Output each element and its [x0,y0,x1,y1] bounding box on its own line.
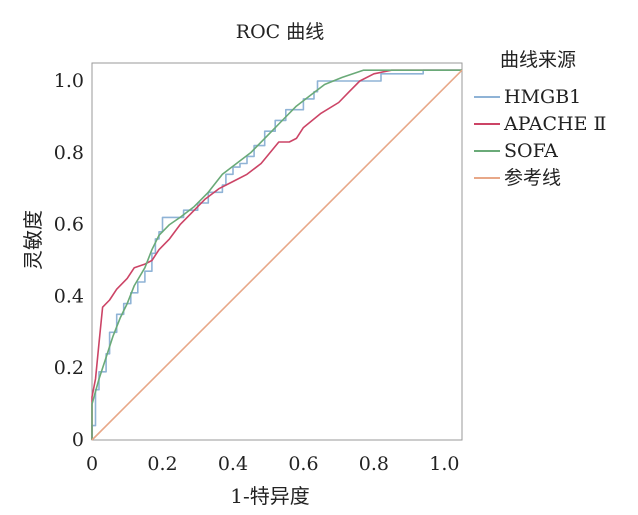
legend-item: SOFA [474,140,558,162]
y-tick-labels: 0 0.2 0.4 0.6 0.8 1.0 [54,70,84,451]
series-line-参考线 [91,69,463,441]
x-tick-label: 0.6 [288,453,318,475]
x-tick-label: 0.4 [218,453,248,475]
plot-area [91,62,463,441]
legend-title: 曲线来源 [500,49,576,71]
y-axis-label: 灵敏度 [21,210,45,270]
y-tick-label: 0.4 [54,285,84,307]
x-tick-label: 0.2 [147,453,177,475]
legend-label: APACHE Ⅱ [503,113,606,135]
legend-label: HMGB1 [504,86,581,108]
x-tick-labels: 0 0.2 0.4 0.6 0.8 1.0 [86,453,460,475]
x-axis-label: 1-特异度 [230,484,309,508]
legend-item: APACHE Ⅱ [474,113,606,135]
legend-label: SOFA [504,140,558,162]
series-line-apache-ⅱ [91,69,462,440]
legend-items: HMGB1 APACHE Ⅱ SOFA 参考线 [474,86,606,189]
y-tick-label: 0.6 [54,214,84,236]
legend-label: 参考线 [504,167,561,189]
x-tick-label: 0.8 [359,453,389,475]
y-tick-label: 1.0 [54,70,84,92]
x-tick-label: 0 [86,453,98,475]
x-tick-label: 1.0 [429,453,459,475]
y-tick-label: 0.2 [54,357,84,379]
y-tick-label: 0 [72,429,84,451]
legend: 曲线来源 HMGB1 APACHE Ⅱ SOFA 参考线 [474,49,606,189]
series-line-sofa [91,69,462,440]
legend-item: 参考线 [474,167,561,189]
legend-item: HMGB1 [474,86,581,108]
chart-title: ROC 曲线 [236,21,324,43]
series-layer [91,69,463,441]
y-tick-label: 0.8 [54,142,84,164]
